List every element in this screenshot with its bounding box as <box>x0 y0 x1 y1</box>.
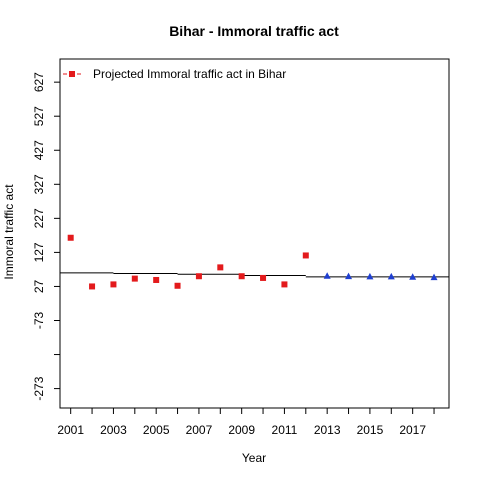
data-point-triangle <box>387 272 395 280</box>
data-point-square <box>131 275 138 282</box>
y-tick-label: 327 <box>32 174 46 194</box>
x-tick-label: 2009 <box>228 423 255 437</box>
y-tick-label: 127 <box>32 242 46 262</box>
y-tick-label: -73 <box>32 311 46 329</box>
data-point-triangle <box>323 272 331 279</box>
data-point-square <box>89 283 96 290</box>
x-axis: 2001 2003 2005 2007 2009 2011 2013 2015 2017 <box>57 407 435 437</box>
data-point-square <box>217 264 224 271</box>
y-tick-label: 427 <box>32 140 46 160</box>
data-points <box>67 234 438 290</box>
x-tick-label: 2005 <box>143 423 170 437</box>
y-tick-label: 627 <box>32 72 46 92</box>
x-tick-label: 2011 <box>272 423 298 437</box>
x-tick-label: 2015 <box>357 423 384 437</box>
x-tick-label: 2017 <box>399 423 426 437</box>
legend-square-icon <box>69 71 75 77</box>
data-point-square <box>67 234 74 241</box>
x-tick-label: 2007 <box>186 423 213 437</box>
y-tick-label: 527 <box>32 106 46 126</box>
y-tick-label: 27 <box>32 279 46 293</box>
plot-frame <box>59 58 450 409</box>
data-point-square <box>153 276 160 283</box>
data-point-square <box>195 273 202 280</box>
y-tick-label: -273 <box>32 376 46 400</box>
y-axis-label: Immoral traffic act <box>2 184 16 280</box>
data-point-square <box>174 282 181 289</box>
data-point-triangle <box>430 273 438 281</box>
data-point-triangle <box>345 272 353 280</box>
data-point-square <box>238 273 245 280</box>
legend-label: Projected Immoral traffic act in Bihar <box>93 67 286 81</box>
x-tick-label: 2013 <box>314 423 341 437</box>
chart-title: Bihar - Immoral traffic act <box>169 23 339 39</box>
x-axis-label: Year <box>242 451 266 465</box>
data-point-triangle <box>409 273 417 280</box>
x-tick-label: 2003 <box>100 423 127 437</box>
x-tick-label: 2001 <box>57 423 84 437</box>
y-tick-label: 227 <box>32 208 46 228</box>
data-point-square <box>260 274 267 281</box>
data-point-square <box>302 252 309 259</box>
data-point-triangle <box>366 272 374 280</box>
legend: Projected Immoral traffic act in Bihar <box>63 67 286 81</box>
data-point-square <box>281 281 288 288</box>
y-axis: -273 -73 27 127 227 327 427 527 627 <box>32 72 61 401</box>
data-point-square <box>110 281 117 288</box>
